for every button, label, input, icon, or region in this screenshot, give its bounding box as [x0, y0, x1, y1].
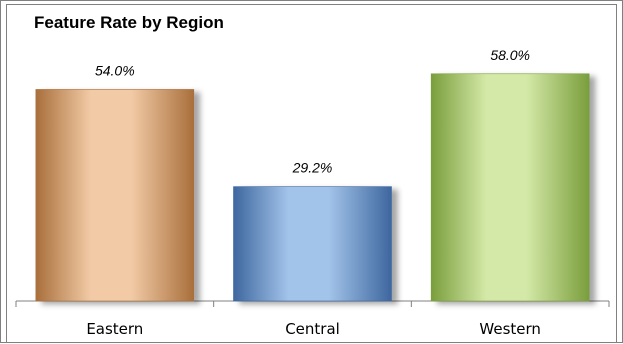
chart-area-border	[6, 4, 617, 342]
category-label-central: Central	[285, 320, 340, 338]
data-label-western: 58.0%	[490, 47, 530, 63]
bar-eastern	[35, 89, 195, 302]
bar-central	[233, 186, 392, 302]
data-label-eastern: 54.0%	[95, 62, 135, 78]
category-label-eastern: Eastern	[86, 320, 143, 338]
category-label-western: Western	[479, 320, 541, 338]
bar-western	[430, 73, 590, 302]
chart-title: Feature Rate by Region	[34, 13, 224, 32]
data-label-central: 29.2%	[292, 160, 333, 176]
